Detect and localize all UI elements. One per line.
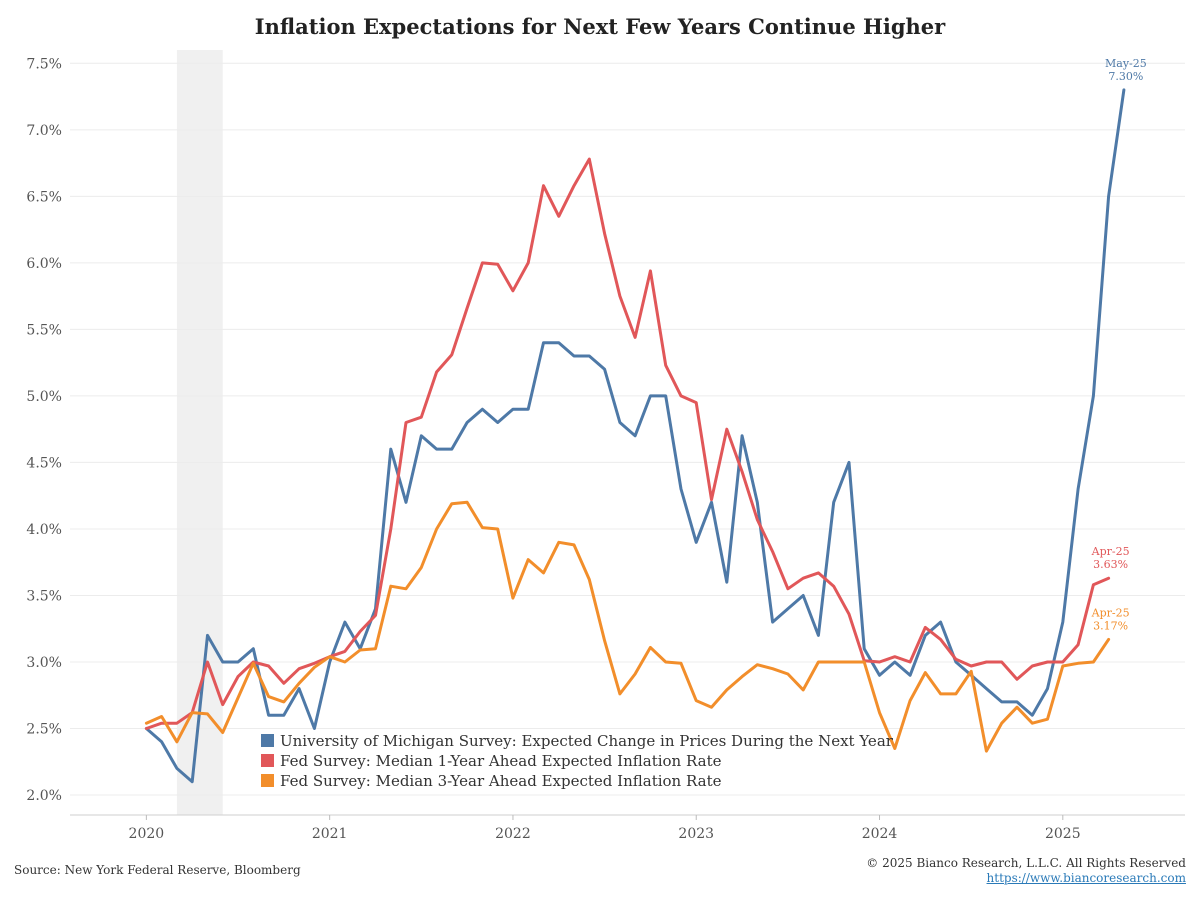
y-tick-label: 4.5% bbox=[26, 455, 62, 471]
y-tick-label: 5.0% bbox=[26, 389, 62, 405]
annotations-layer: May-257.30%Apr-253.63%Apr-253.17% bbox=[1091, 57, 1147, 632]
copyright-block: © 2025 Bianco Research, L.L.C. All Right… bbox=[866, 856, 1186, 886]
legend-label: Fed Survey: Median 1-Year Ahead Expected… bbox=[280, 752, 722, 770]
x-tick-label: 2024 bbox=[862, 826, 898, 842]
x-tick-label: 2025 bbox=[1045, 826, 1081, 842]
source-note: Source: New York Federal Reserve, Bloomb… bbox=[14, 863, 301, 877]
y-tick-label: 3.0% bbox=[26, 655, 62, 671]
plot-area bbox=[70, 50, 1185, 815]
x-tick-label: 2022 bbox=[495, 826, 531, 842]
y-tick-label: 6.5% bbox=[26, 189, 62, 205]
x-tick-label: 2021 bbox=[312, 826, 348, 842]
y-tick-label: 6.0% bbox=[26, 256, 62, 272]
chart-title: Inflation Expectations for Next Few Year… bbox=[254, 14, 946, 39]
legend-label: University of Michigan Survey: Expected … bbox=[280, 732, 894, 750]
y-tick-label: 7.5% bbox=[26, 56, 62, 72]
annotation-value: 3.17% bbox=[1093, 619, 1128, 632]
website-link[interactable]: https://www.biancoresearch.com bbox=[986, 871, 1186, 885]
annotation-date: May-25 bbox=[1105, 57, 1147, 70]
x-tick-label: 2020 bbox=[129, 826, 165, 842]
legend: University of Michigan Survey: Expected … bbox=[261, 732, 894, 790]
y-tick-label: 2.0% bbox=[26, 788, 62, 804]
y-tick-label: 5.5% bbox=[26, 322, 62, 338]
series-line-2 bbox=[144, 500, 1111, 753]
annotation-value: 3.63% bbox=[1093, 558, 1128, 571]
annotation-date: Apr-25 bbox=[1091, 606, 1130, 619]
y-tick-label: 7.0% bbox=[26, 123, 62, 139]
legend-label: Fed Survey: Median 3-Year Ahead Expected… bbox=[280, 772, 722, 790]
annotation-value: 7.30% bbox=[1108, 70, 1143, 83]
legend-swatch bbox=[261, 774, 274, 787]
series-layer bbox=[144, 88, 1126, 784]
series-line-1 bbox=[144, 157, 1111, 730]
series-line-0 bbox=[144, 88, 1126, 784]
copyright-text: © 2025 Bianco Research, L.L.C. All Right… bbox=[866, 856, 1186, 870]
axis-layer: 2.0% 2.5% 3.0% 3.5% 4.0% 4.5% 5.0% 5.5% 6.0% 6.5%… bbox=[26, 56, 1185, 842]
y-tick-label: 4.0% bbox=[26, 522, 62, 538]
legend-swatch bbox=[261, 734, 274, 747]
x-tick-label: 2023 bbox=[678, 826, 714, 842]
legend-swatch bbox=[261, 754, 274, 767]
y-tick-label: 2.5% bbox=[26, 722, 62, 738]
annotation-date: Apr-25 bbox=[1091, 545, 1130, 558]
y-tick-label: 3.5% bbox=[26, 588, 62, 604]
